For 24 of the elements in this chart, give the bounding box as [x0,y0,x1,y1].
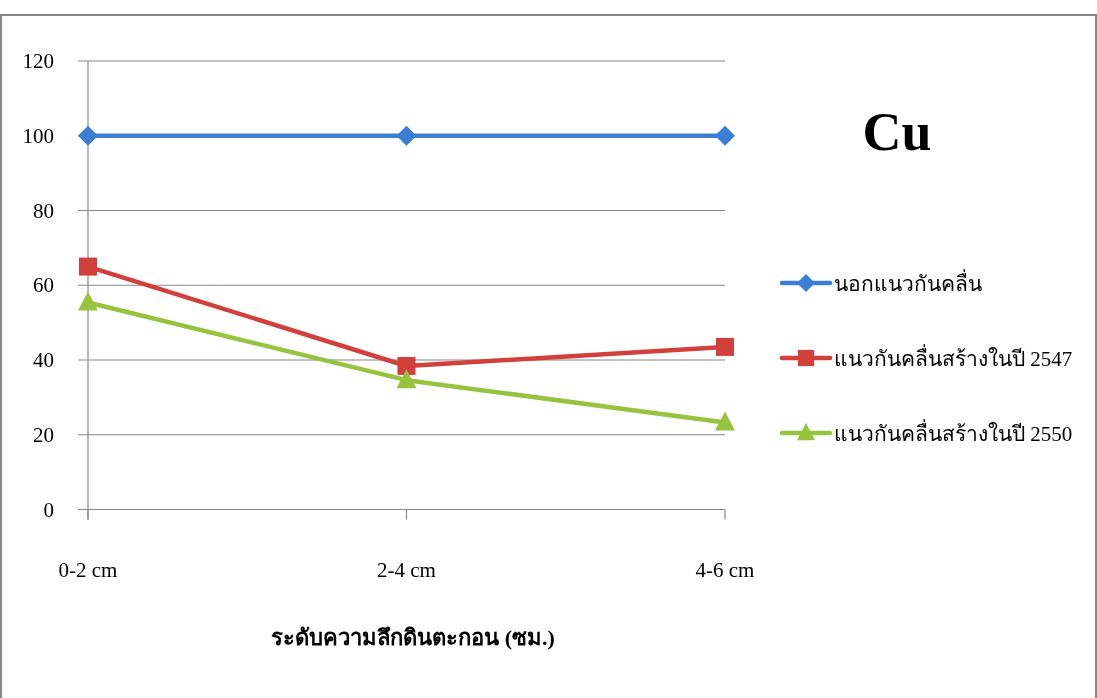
legend-label: นอกแนวกันคลื่น [834,269,982,296]
point [716,337,734,356]
y-tick-label: 80 [33,198,54,223]
x-tick-label: 4-6 cm [695,558,755,582]
point [79,257,97,276]
y-tick-label: 20 [33,422,54,447]
x-tick-label: 2-4 cm [377,558,436,582]
point [715,411,735,431]
point [396,125,417,146]
point [78,125,98,146]
y-tick-label: 40 [33,348,54,372]
point [715,125,735,146]
point [397,356,416,375]
x-tick-label: 0-2 cm [58,558,118,582]
x-axis-title: ระดับความลึกดินตะกอน (ซม.) [271,625,555,650]
point [78,291,98,311]
y-tick-label: 120 [22,49,54,73]
point [396,369,417,389]
legend-label: แนวกันคลื่นสร้างในปี 2550 [834,419,1073,446]
y-tick-label: 100 [22,123,54,148]
legend-label: แนวกันคลื่นสร้างในปี 2547 [834,344,1073,371]
y-tick-label: 60 [33,273,54,298]
text: Cu [862,102,932,162]
y-tick-label: 0 [43,497,54,522]
